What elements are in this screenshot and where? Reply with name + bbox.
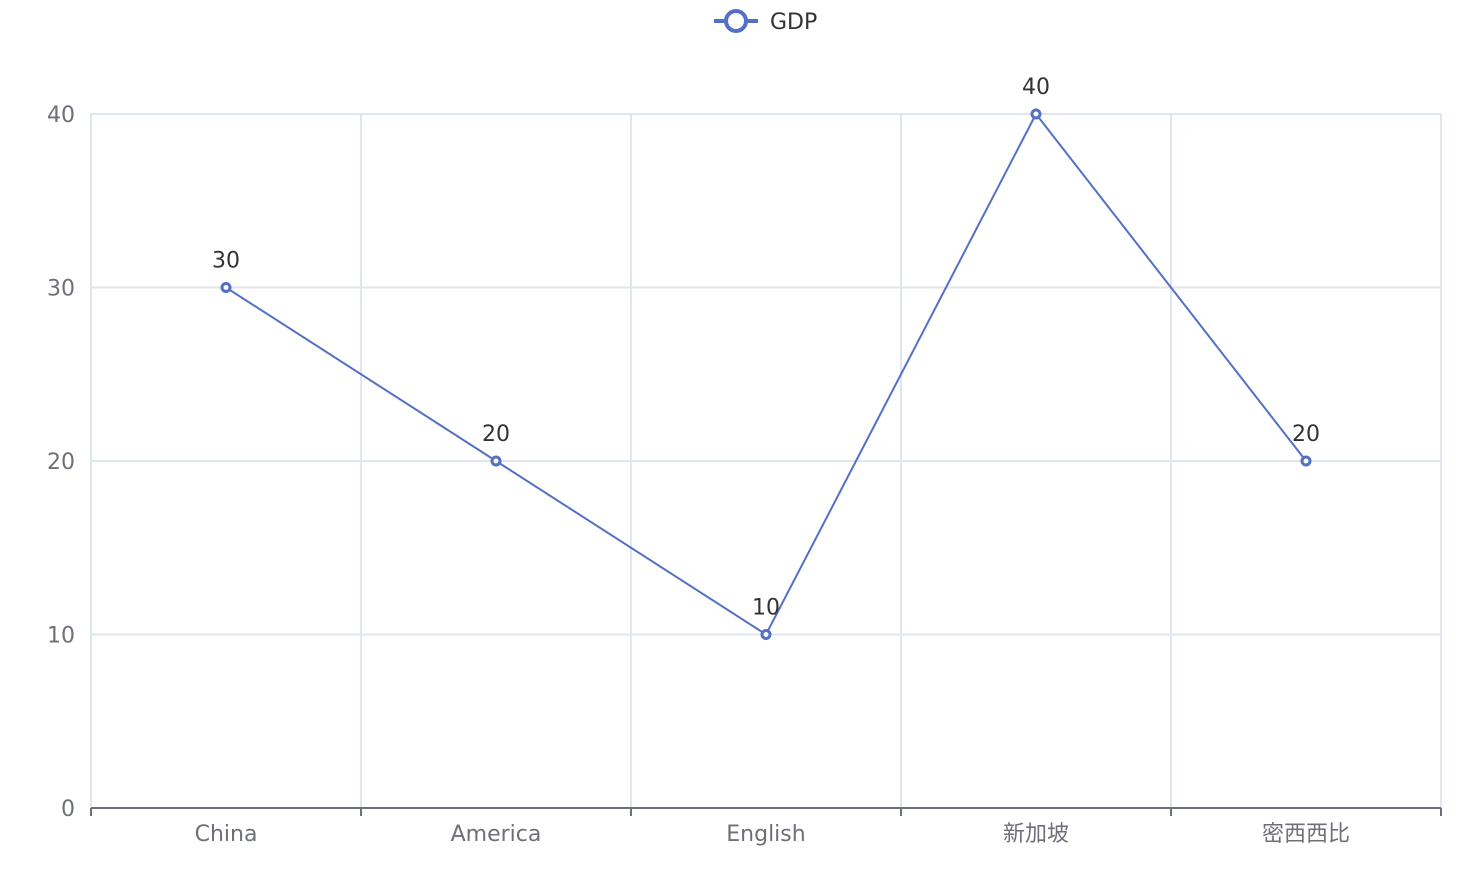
data-label: 10: [752, 596, 780, 621]
y-axis-ticks: 0 10 20 30 40: [47, 103, 75, 822]
axes: [90, 807, 1442, 816]
x-tick-label: 新加坡: [1003, 822, 1069, 847]
series-line-gdp: [225, 112, 1307, 636]
data-label: 20: [482, 422, 510, 447]
data-label: 40: [1022, 75, 1050, 100]
data-point[interactable]: [220, 282, 232, 293]
x-tick-label: 密西西比: [1262, 822, 1350, 847]
grid-lines: [90, 113, 1442, 808]
legend-label-gdp: GDP: [770, 10, 817, 35]
legend[interactable]: GDP: [714, 9, 817, 35]
legend-circle-icon: [724, 9, 748, 33]
data-label: 20: [1292, 422, 1320, 447]
x-tick-label: China: [195, 822, 258, 847]
y-tick-label: 30: [47, 277, 75, 302]
data-label: 30: [212, 249, 240, 274]
data-point[interactable]: [490, 455, 502, 467]
y-tick-label: 40: [47, 103, 75, 128]
data-point[interactable]: [1030, 108, 1042, 120]
data-point[interactable]: [760, 629, 772, 640]
data-point[interactable]: [1300, 455, 1312, 467]
y-tick-label: 10: [47, 624, 75, 649]
y-tick-label: 20: [47, 450, 75, 475]
data-labels: 30 20 10 40 20: [212, 75, 1320, 621]
series-gdp: [220, 108, 1312, 640]
x-axis-ticks: China America English 新加坡 密西西比: [195, 822, 1350, 847]
x-tick-label: America: [451, 822, 542, 847]
x-tick-label: English: [726, 822, 805, 847]
y-tick-label: 0: [61, 797, 75, 822]
